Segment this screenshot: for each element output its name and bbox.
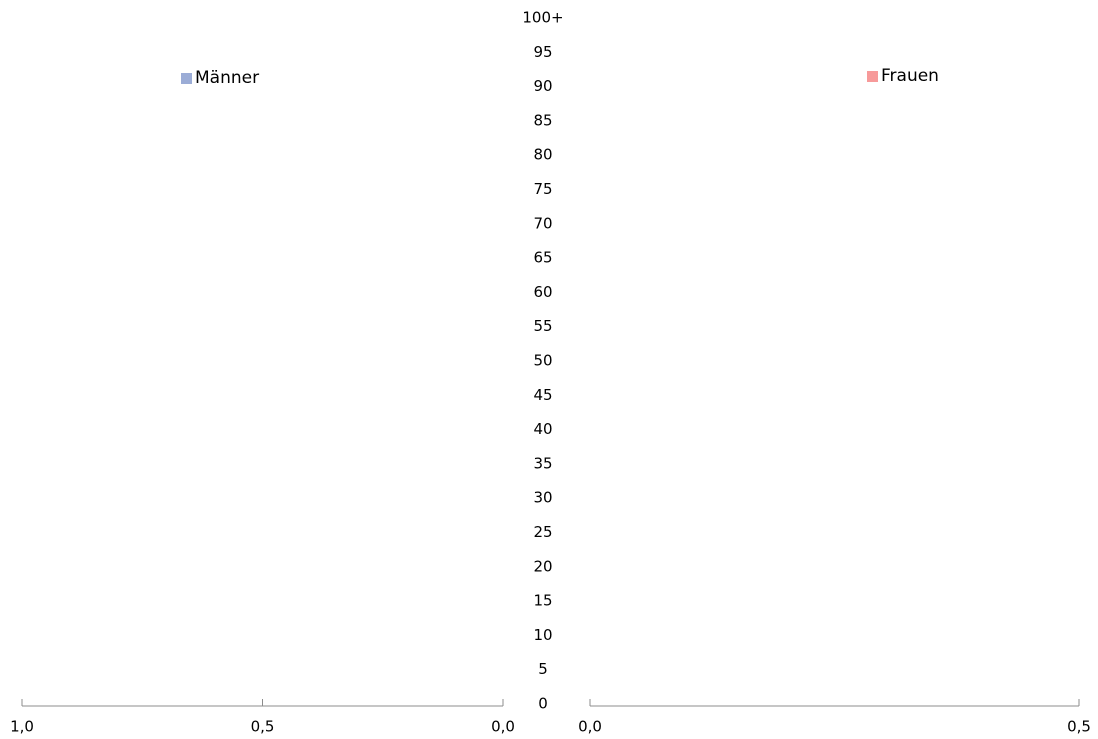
legend-women-swatch xyxy=(867,70,878,82)
right-x-axis: 0,0 0,5 xyxy=(578,699,1091,736)
age-label: 70 xyxy=(533,214,552,232)
age-label: 20 xyxy=(533,557,552,575)
age-label: 35 xyxy=(533,454,552,472)
age-label: 50 xyxy=(533,352,552,370)
legend-women-label: Frauen xyxy=(881,66,939,86)
legend-women: Frauen xyxy=(867,66,939,86)
right-axis-tick-label: 0,5 xyxy=(1067,718,1091,736)
legend-men-label: Männer xyxy=(195,68,260,88)
age-axis-labels: 0 5 10 15 20 25 30 35 40 45 50 55 60 65 70 75 80 85 90 95 10… xyxy=(522,9,563,713)
age-label: 25 xyxy=(533,523,552,541)
age-label: 15 xyxy=(533,592,552,610)
age-label: 65 xyxy=(533,249,552,267)
age-label: 80 xyxy=(533,146,552,164)
age-label: 45 xyxy=(533,386,552,404)
legend-men-swatch xyxy=(181,72,192,84)
age-label: 100+ xyxy=(522,9,563,27)
age-label: 55 xyxy=(533,317,552,335)
age-label: 30 xyxy=(533,489,552,507)
age-label: 95 xyxy=(533,43,552,61)
right-axis-tick-label: 0,0 xyxy=(578,718,602,736)
age-label: 40 xyxy=(533,420,552,438)
age-label: 75 xyxy=(533,180,552,198)
age-label: 90 xyxy=(533,77,552,95)
legend-men: Männer xyxy=(181,68,259,88)
left-axis-tick-label: 0,0 xyxy=(491,718,515,736)
age-label: 5 xyxy=(538,660,548,678)
left-axis-tick-label: 0,5 xyxy=(251,718,275,736)
age-label: 85 xyxy=(533,111,552,129)
age-label: 10 xyxy=(533,626,552,644)
left-x-axis: 0,0 0,5 1,0 xyxy=(10,699,515,736)
age-label: 0 xyxy=(538,695,548,713)
left-axis-tick-label: 1,0 xyxy=(10,718,34,736)
age-label: 60 xyxy=(533,283,552,301)
